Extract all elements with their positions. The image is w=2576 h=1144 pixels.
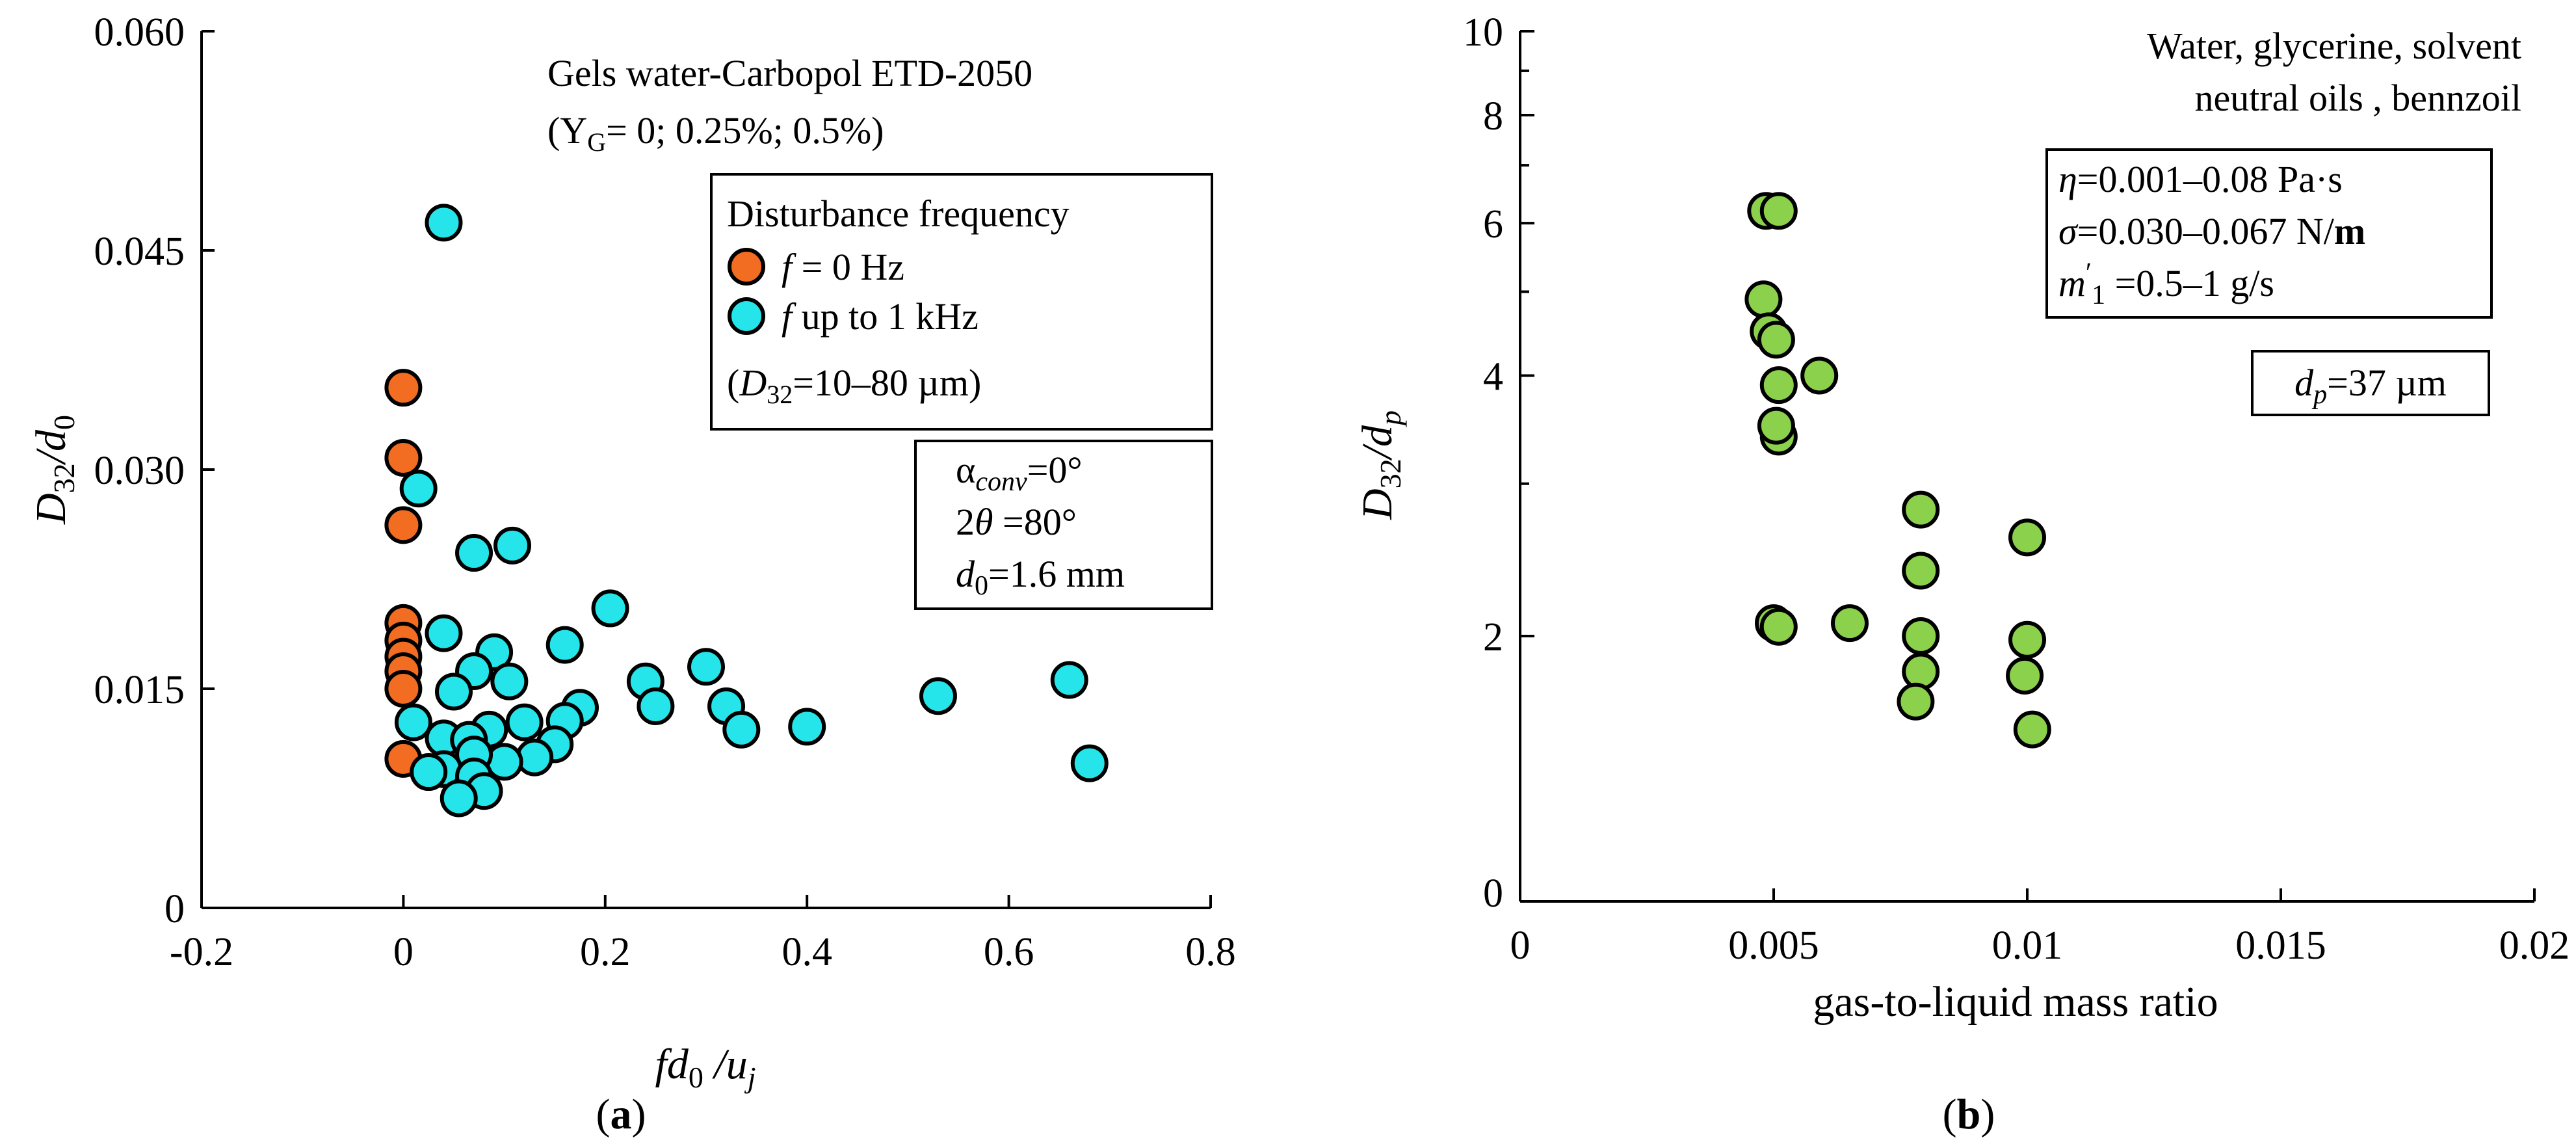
chart-a-point-f1khz	[410, 753, 448, 791]
chart-a-legend-marker-cyan	[728, 297, 765, 335]
chart-b-x-tick-label: 0.015	[2235, 924, 2326, 968]
chart-a-x-tick-label: 0.2	[580, 930, 631, 974]
chart-a-legend-marker-orange	[728, 248, 765, 286]
chart-a-point-f1khz	[1070, 744, 1109, 782]
chart-a-point-f1khz	[399, 470, 438, 508]
chart-a-y-tick-label: 0.030	[94, 449, 185, 493]
chart-a-x-axis-title: fd0 /uj	[655, 1041, 756, 1094]
chart-a-x-tick-label: 0.8	[1185, 930, 1236, 974]
chart-b-point	[1902, 552, 1940, 590]
chart-b-point	[2008, 620, 2046, 659]
chart-a-point-f1khz	[591, 589, 629, 628]
chart-a-point-f1khz	[505, 703, 544, 741]
chart-b-point	[1759, 366, 1798, 405]
chart-a-point-f1khz	[425, 204, 463, 242]
chart-b-point	[1757, 321, 1795, 359]
chart-a-point-f1khz	[435, 672, 473, 711]
chart-b-point	[2013, 710, 2051, 749]
chart-b-y-tick-label: 10	[1463, 10, 1503, 55]
chart-b-param-sigma: σ=0.030–0.067 N/m	[2058, 210, 2365, 252]
chart-a-legend-box	[710, 173, 1213, 431]
chart-a-x-ticks: -0.2 0 0.2 0.4 0.6 0.8	[170, 895, 1236, 974]
chart-a-point-f0	[384, 670, 423, 708]
chart-b-point	[1897, 682, 1935, 721]
chart-b-y-tick-label: 4	[1483, 354, 1503, 399]
chart-b-point	[1831, 604, 1869, 643]
chart-a-point-f1khz	[545, 626, 584, 664]
chart-b-point	[1744, 280, 1783, 319]
chart-b-panel-label: (b)	[1943, 1091, 1995, 1138]
chart-a-params-box	[914, 440, 1213, 610]
chart-b: 0 0.005 0.01 0.015 0.02 2 4 6 8 10 0 D32/dp gas-t…	[1354, 10, 2569, 1138]
chart-a-point-f1khz	[788, 708, 826, 746]
chart-b-point	[2006, 656, 2044, 695]
chart-a-y-tick-label: 0.015	[94, 668, 185, 712]
chart-b-x-tick-label: 0.005	[1728, 924, 1819, 968]
chart-a-x-tick-label: 0.4	[782, 930, 832, 974]
chart-a-y-axis-title: D32/d0	[27, 415, 81, 525]
chart-b-y-axis-title: D32/dp	[1354, 410, 1407, 520]
chart-a-legend-note: (D32=10–80 µm)	[727, 362, 981, 409]
chart-a: -0.2 0 0.2 0.4 0.6 0.8 00.0150.0300.0450.060 …	[27, 10, 1236, 1138]
chart-b-point	[1759, 607, 1798, 646]
chart-a-points	[384, 204, 1109, 818]
chart-b-point	[2008, 518, 2046, 557]
chart-b-x-tick-label: 0.01	[1992, 924, 2063, 968]
chart-a-point-f1khz	[490, 662, 529, 700]
chart-a-point-f0	[384, 369, 423, 407]
chart-b-y-tick-label: 8	[1483, 94, 1503, 139]
chart-a-point-f1khz	[687, 648, 725, 686]
chart-b-annotation-line1: Water, glycerine, solvent	[2147, 25, 2521, 67]
chart-a-point-f1khz	[440, 779, 478, 818]
chart-b-params-box	[2045, 148, 2493, 319]
chart-a-y-tick-label: 0	[164, 887, 185, 931]
chart-a-annotation-title: Gels water-Carbopol ETD-2050	[547, 52, 1032, 94]
chart-a-x-tick-label: 0	[393, 930, 414, 974]
chart-b-y-ticks: 2 4 6 8 10 0	[1463, 10, 1534, 916]
chart-b-param-eta: η=0.001–0.08 Pa·s	[2058, 158, 2343, 200]
chart-b-point	[1902, 490, 1940, 529]
chart-a-x-tick-label: 0.6	[984, 930, 1034, 974]
chart-a-legend-title: Disturbance frequency	[727, 193, 1070, 235]
chart-b-dp-note: dp=37 µm	[2294, 362, 2447, 410]
chart-b-point	[1800, 356, 1839, 395]
chart-b-x-tick-label: 0	[1510, 924, 1531, 968]
chart-b-x-tick-label: 0.02	[2499, 924, 2570, 968]
chart-a-point-f0	[384, 439, 423, 477]
chart-a-param-d0: d0=1.6 mm	[956, 553, 1125, 601]
chart-a-legend-label-f0: f = 0 Hz	[782, 246, 904, 288]
chart-a-point-f1khz	[919, 677, 957, 715]
chart-b-point	[1759, 192, 1798, 230]
chart-a-point-f1khz	[637, 687, 675, 725]
chart-a-point-f1khz	[455, 534, 493, 572]
chart-b-x-ticks: 0 0.005 0.01 0.015 0.02	[1510, 888, 2570, 968]
chart-a-point-f1khz	[493, 526, 532, 565]
chart-b-y-tick-label: 2	[1483, 615, 1503, 659]
chart-b-point	[1757, 406, 1795, 445]
chart-a-y-tick-label: 0.045	[94, 230, 185, 274]
chart-b-dp-box	[2251, 350, 2490, 416]
chart-a-y-ticks: 0 0.015 0.030 0.045 0.060	[94, 10, 215, 931]
chart-a-legend-label-f1: f up to 1 kHz	[782, 295, 979, 338]
chart-b-annotation-line2: neutral oils , bennzoil	[2194, 77, 2521, 119]
chart-b-x-axis-title: gas-to-liquid mass ratio	[1813, 978, 2218, 1026]
chart-a-point-f1khz	[425, 614, 463, 652]
chart-a-x-tick-label: -0.2	[170, 930, 233, 974]
chart-b-y-tick-label: 6	[1483, 202, 1503, 246]
chart-a-point-f1khz	[516, 738, 554, 777]
chart-a-panel-label: (a)	[596, 1091, 646, 1138]
chart-b-points	[1744, 192, 2051, 749]
chart-b-point	[1902, 652, 1940, 691]
chart-b-y-tick-label-bottom: 0	[1483, 871, 1503, 916]
chart-a-point-f1khz	[394, 703, 432, 741]
chart-a-y-tick-label: 0.060	[94, 10, 185, 55]
chart-a-annotation-sub: (YG= 0; 0.25%; 0.5%)	[547, 109, 884, 157]
chart-a-param-theta: 2θ =80°	[956, 501, 1077, 543]
chart-a-point-f1khz	[1050, 661, 1088, 699]
chart-a-point-f0	[384, 506, 423, 544]
chart-b-point	[1902, 617, 1940, 655]
chart-a-point-f1khz	[722, 710, 761, 749]
chart-b-param-m1: m′1 =0.5–1 g/s	[2058, 258, 2274, 310]
